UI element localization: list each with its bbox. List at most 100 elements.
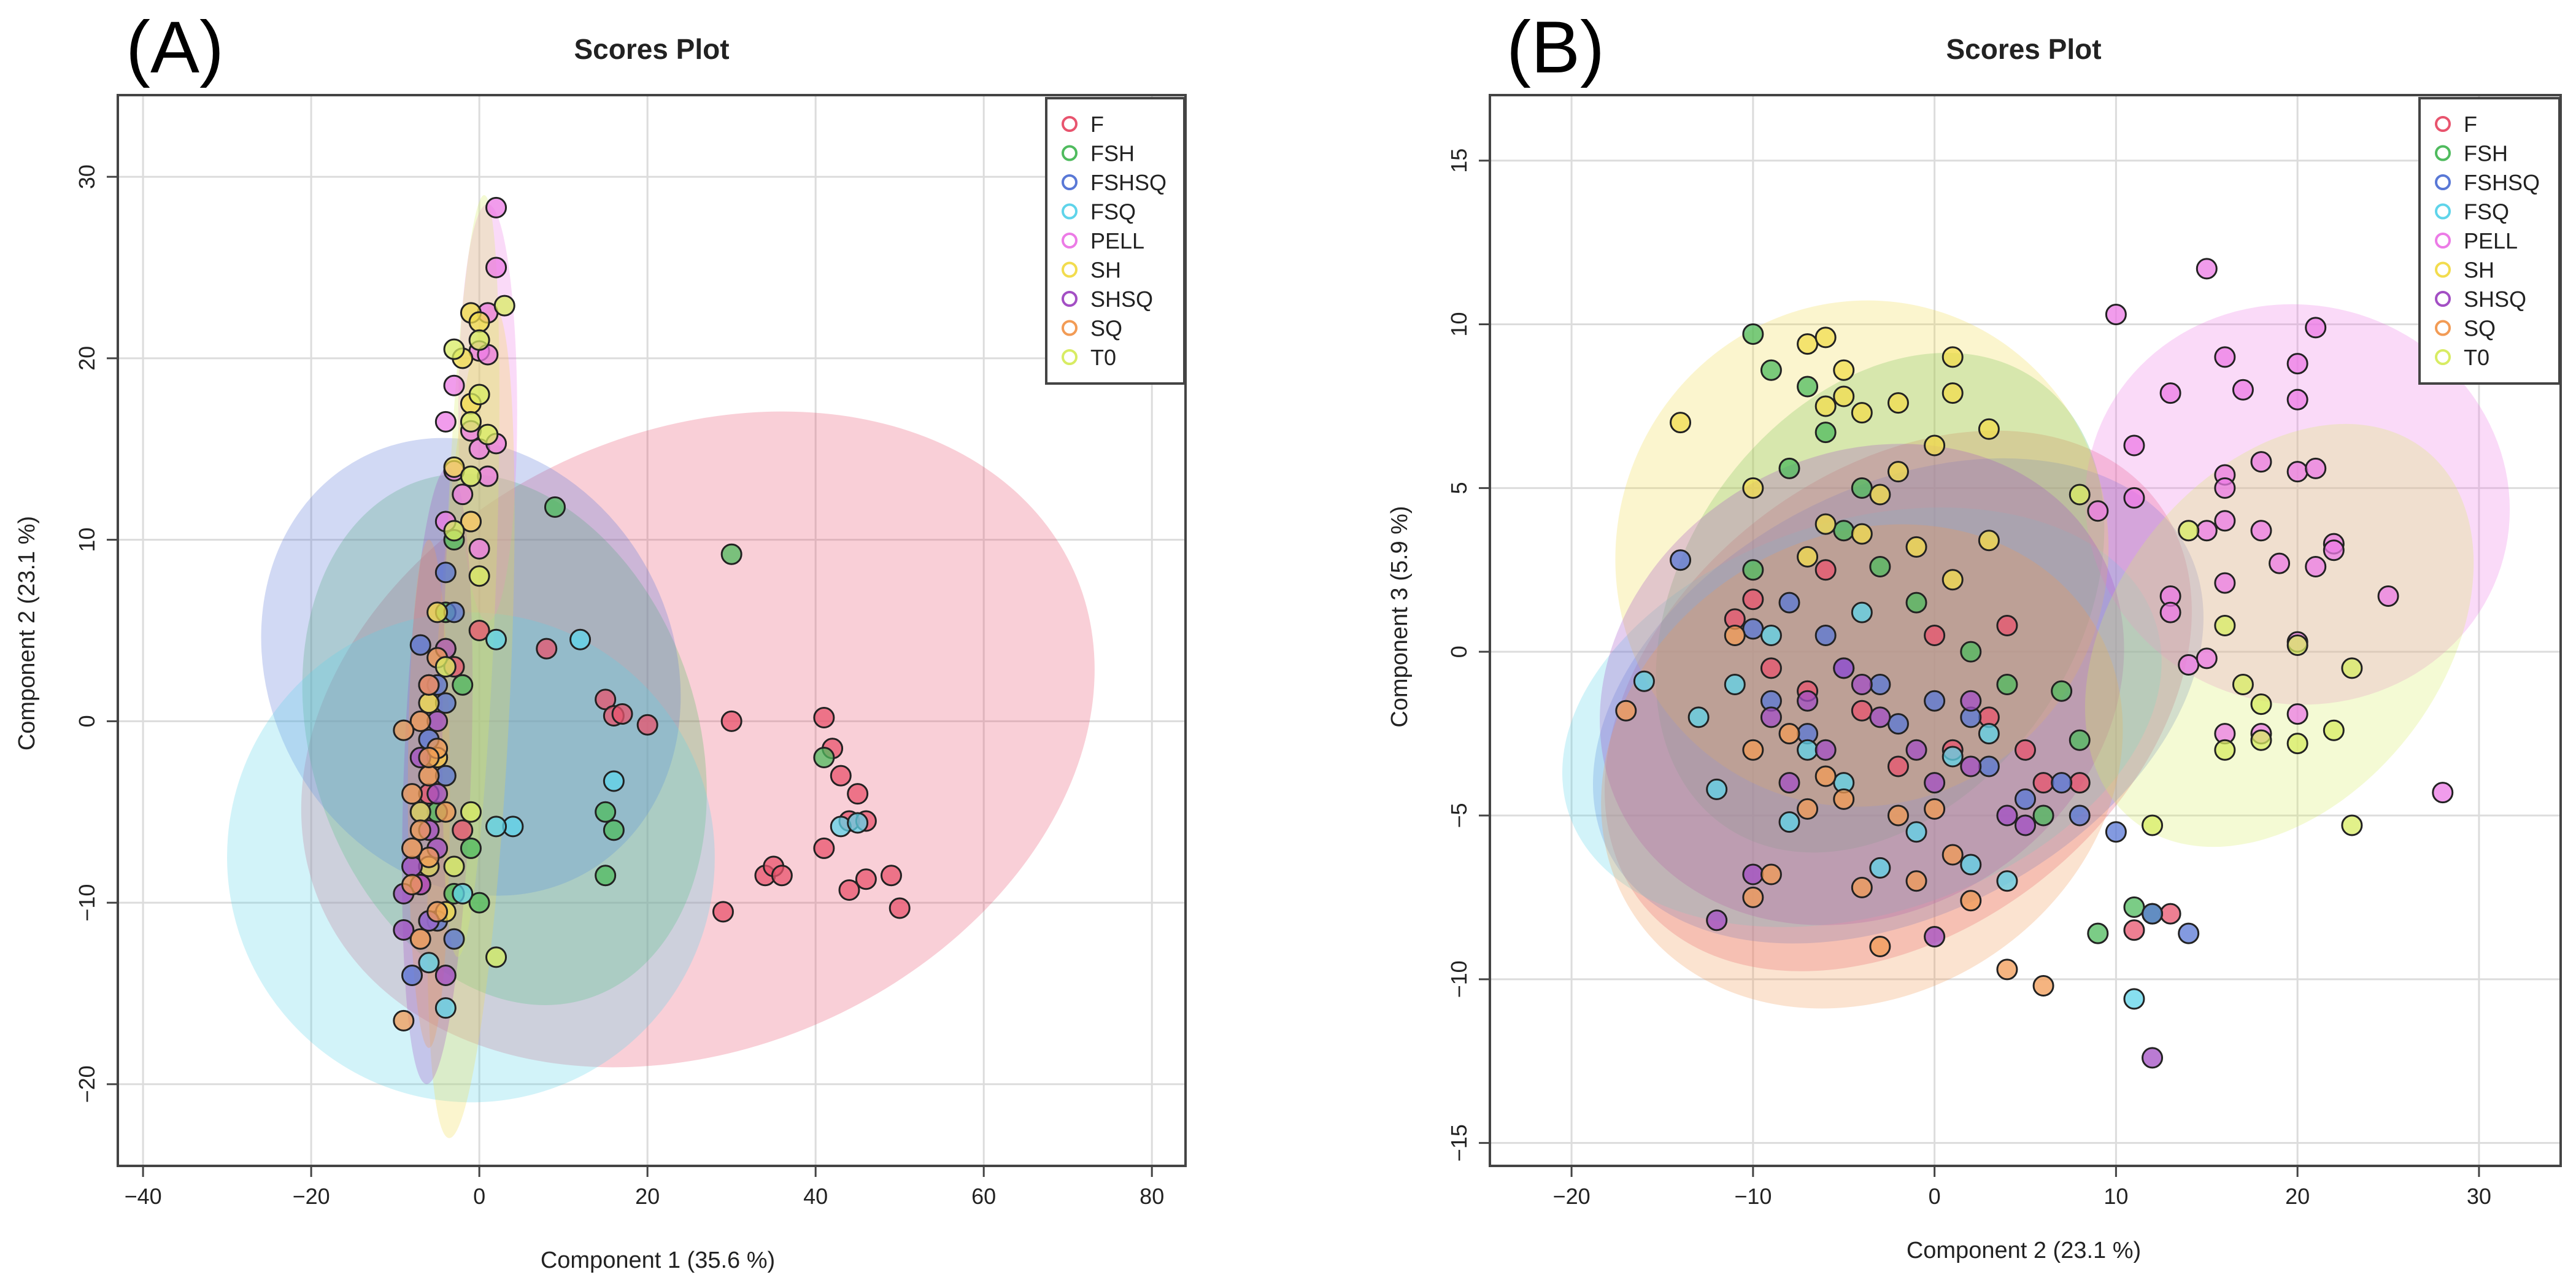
data-point-f xyxy=(611,703,633,725)
data-point-fshsq xyxy=(2015,788,2036,810)
x-tick-label: 20 xyxy=(2285,1184,2310,1209)
data-point-pell xyxy=(2250,520,2272,542)
legend-item-f: F xyxy=(1062,112,1104,137)
legend-marker xyxy=(2435,116,2451,132)
data-point-shsq xyxy=(1924,772,1946,794)
legend-item-shsq: SHSQ xyxy=(1062,287,1153,312)
data-point-shsq xyxy=(1905,739,1927,761)
data-point-sq xyxy=(1887,804,1909,827)
legend-label: PELL xyxy=(2464,228,2518,253)
legend-item-fsh: FSH xyxy=(1062,141,1135,166)
data-point-fsq xyxy=(1905,821,1927,843)
data-point-pell xyxy=(452,484,474,506)
data-point-shsq xyxy=(426,783,449,805)
data-point-f xyxy=(2159,903,2181,925)
data-point-fshsq xyxy=(1869,674,1891,696)
data-point-sh xyxy=(1978,530,2000,552)
data-point-t0 xyxy=(2232,674,2254,696)
data-point-t0 xyxy=(468,329,490,351)
legend-marker xyxy=(1062,145,1078,161)
data-point-t0 xyxy=(2214,739,2236,761)
data-point-sq xyxy=(401,783,423,805)
legend-item-fsq: FSQ xyxy=(1062,199,1136,225)
data-point-f xyxy=(813,706,835,728)
data-point-shsq xyxy=(2015,814,2036,836)
confidence-ellipse-fshsq xyxy=(261,438,681,896)
data-point-fsh xyxy=(595,801,617,823)
data-point-sq xyxy=(2032,974,2054,997)
data-point-fsh xyxy=(2087,922,2109,944)
legend-item-f: F xyxy=(2435,112,2477,137)
legend-label: FSQ xyxy=(2464,199,2509,225)
data-point-t0 xyxy=(460,801,482,823)
legend-marker xyxy=(1062,174,1078,190)
x-tick-label: 80 xyxy=(1140,1184,1164,1209)
data-point-fsq xyxy=(1706,778,1728,800)
data-point-fshsq xyxy=(1814,625,1837,647)
legend-label: PELL xyxy=(1090,228,1144,253)
data-point-fshsq xyxy=(2105,821,2127,843)
data-point-fsq xyxy=(1942,746,1964,768)
legend: F FSH FSHSQ FSQ PELL SH SHSQ SQ T0 xyxy=(1045,97,1186,385)
x-tick-label: 0 xyxy=(1929,1184,1941,1209)
y-tick-label: −15 xyxy=(1446,1124,1471,1162)
data-point-fsh xyxy=(544,496,566,518)
data-point-shsq xyxy=(1851,674,1873,696)
plot-frame xyxy=(117,94,1187,1167)
data-point-fshsq xyxy=(1778,592,1800,614)
data-point-fsq xyxy=(1978,723,2000,745)
data-point-t0 xyxy=(493,295,515,317)
data-point-sq xyxy=(409,710,431,732)
legend-label: FSQ xyxy=(1090,199,1136,225)
panel-b: (B) Scores Plot −20 −10 0 10 20 30 −15 −10 −5 0 5 1… xyxy=(1387,6,2562,1263)
data-point-sq xyxy=(1869,935,1891,957)
legend-item-sq: SQ xyxy=(1062,316,1122,341)
data-point-pell xyxy=(2123,434,2145,457)
data-point-fsh xyxy=(1905,592,1927,614)
legend-item-fsq: FSQ xyxy=(2435,199,2509,225)
data-point-fsq xyxy=(569,628,592,650)
data-point-sq xyxy=(434,801,457,823)
data-point-t0 xyxy=(2341,814,2363,836)
data-point-fshsq xyxy=(2069,804,2091,827)
plot-frame xyxy=(1489,94,2562,1167)
legend-marker xyxy=(1062,116,1078,132)
data-point-sq xyxy=(393,1009,415,1032)
data-point-pell xyxy=(2105,304,2127,326)
legend-item-sh: SH xyxy=(2435,258,2494,283)
data-point-fsh xyxy=(2032,804,2054,827)
data-point-fsh xyxy=(1814,422,1837,444)
legend-item-t0: T0 xyxy=(2435,345,2489,370)
data-point-pell xyxy=(2286,703,2308,725)
data-point-fshsq xyxy=(401,964,423,986)
data-point-sh xyxy=(1942,382,1964,404)
data-point-fsq xyxy=(485,628,507,650)
data-point-fsq xyxy=(1869,857,1891,879)
data-point-t0 xyxy=(2286,733,2308,755)
data-point-t0 xyxy=(2323,719,2345,741)
panel-label: (A) xyxy=(126,6,224,88)
data-point-fsq xyxy=(1724,674,1746,696)
data-point-t0 xyxy=(485,946,507,968)
legend-label: SH xyxy=(1090,258,1121,283)
data-point-fsq xyxy=(485,816,507,838)
data-point-fshsq xyxy=(1887,713,1909,735)
data-point-t0 xyxy=(2250,729,2272,751)
data-point-f xyxy=(847,783,869,805)
data-point-sh xyxy=(1814,395,1837,417)
data-point-shsq xyxy=(1960,755,1982,777)
data-point-pell xyxy=(2305,317,2327,339)
legend-marker xyxy=(2435,261,2451,278)
data-point-f xyxy=(1742,588,1764,611)
data-point-sh xyxy=(1742,477,1764,499)
data-point-sh xyxy=(1814,513,1837,535)
data-point-fsq xyxy=(1687,706,1710,728)
data-point-fsq xyxy=(1797,739,1819,761)
legend-marker xyxy=(2435,145,2451,161)
legend-label: T0 xyxy=(1090,345,1116,370)
legend-label: FSH xyxy=(2464,141,2508,166)
data-point-fsq xyxy=(452,882,474,904)
data-point-f xyxy=(468,620,490,641)
legend-marker xyxy=(1062,261,1078,278)
